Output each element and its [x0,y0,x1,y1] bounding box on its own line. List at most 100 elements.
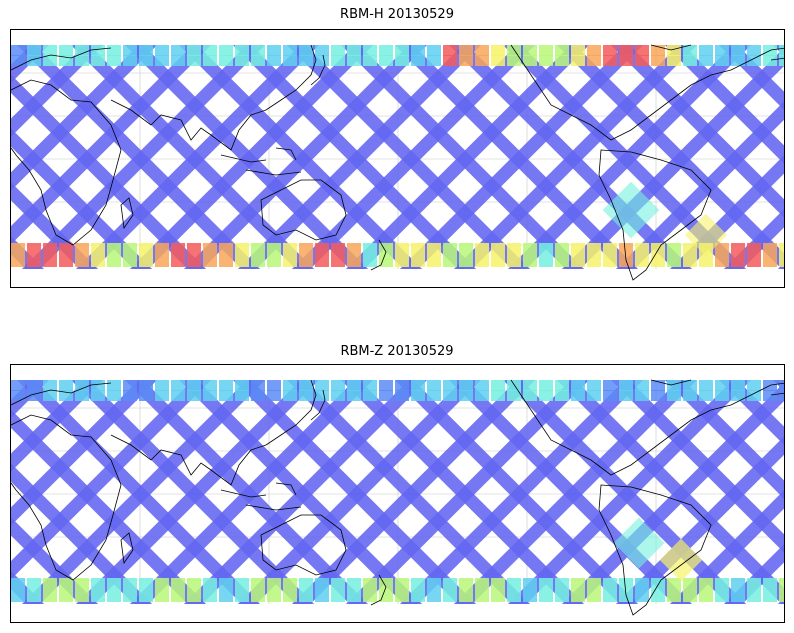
swath-cell-south [523,255,537,267]
swath-cell-north [619,45,633,56]
swath-cell-south [635,243,649,255]
swath-cell-north [59,45,73,56]
swath-cell-north [683,390,697,401]
swath-cell-north [299,390,313,401]
swath-cell-north [203,390,217,401]
swath-cell-north [427,380,441,391]
swath-cell-north [395,390,409,401]
swath-track [11,365,65,419]
swath-cell-north [251,380,265,391]
swath-cell-south [43,590,57,602]
swath-track [11,30,119,137]
swath-cell-north [123,55,137,66]
swath-cell-south [587,590,601,602]
swath-cell-south [699,578,713,590]
swath-cell-north [571,380,585,391]
swath-cell-north [27,55,41,66]
swath-cell-north [539,55,553,66]
swath-cell-south [571,243,585,255]
swath-cell-north [667,45,681,56]
swath-cell-south [747,578,761,590]
swath-cell-north [347,390,361,401]
swath-cell-south [667,590,681,602]
swath-cell-south [619,578,633,590]
swath-cell-south [683,590,697,602]
swath-cell-north [587,55,601,66]
swath-track [11,30,173,191]
swath-cell-south [779,590,784,602]
swath-cell-north [59,380,73,391]
swath-cell-north [603,380,617,391]
swath-cell-north [747,55,761,66]
swath-cell-south [123,255,137,267]
swath-cell-north [715,380,729,391]
swath-cell-north [651,390,665,401]
swath-cell-north [411,380,425,391]
swath-cell-north [331,45,345,56]
swath-cell-south [235,578,249,590]
coastline-path [265,379,317,446]
swath-cell-south [75,243,89,255]
swath-cell-north [587,390,601,401]
swath-cell-south [299,590,313,602]
swath-cell-south [331,578,345,590]
swath-cell-north [139,55,153,66]
coastline-path [650,379,692,386]
swath-cell-south [507,243,521,255]
swath-cell-south [763,255,777,267]
coastline-path [11,382,112,406]
high-latitude-bands [11,380,784,602]
swath-cell-north [475,380,489,391]
swath-cell-south [459,590,473,602]
swath-cell-north [427,55,441,66]
swath-cell-south [779,578,784,590]
swath-cell-south [523,578,537,590]
swath-cell-south [539,255,553,267]
swath-cell-south [347,590,361,602]
coastline-path [260,179,347,241]
swath-cell-south [267,255,281,267]
swath-cell-south [235,255,249,267]
swath-cell-south [155,578,169,590]
swath-cell-north [59,55,73,66]
swath-track [327,30,605,287]
swath-cell-north [779,390,784,401]
swath-cell-south [267,590,281,602]
swath-cell-north [283,380,297,391]
swath-cell-north [683,55,697,66]
swath-cell-north [491,55,505,66]
swath-cell-south [139,255,153,267]
coastline-path [110,99,267,151]
swath-cell-north [587,380,601,391]
swath-cell-south [763,243,777,255]
swath-track [11,365,119,472]
swath-cell-south [747,255,761,267]
swath-cell-south [139,578,153,590]
swath-cell-north [411,390,425,401]
swath-cell-north [779,45,784,56]
swath-cell-north [251,55,265,66]
swath-cell-north [107,390,121,401]
swath-cell-north [539,380,553,391]
swath-cell-north [459,45,473,56]
swath-cell-south [139,590,153,602]
swath-cell-north [155,390,169,401]
swath-cell-north [59,390,73,401]
swath-cell-north [107,55,121,66]
swath-cell-south [155,255,169,267]
swath-cell-north [75,55,89,66]
swath-cell-south [587,255,601,267]
swath-track [649,365,784,499]
swath-cell-south [59,243,73,255]
coastline-path [510,44,732,141]
swath-cell-south [427,243,441,255]
swath-cell-south [91,255,105,267]
swath-cell-south [107,243,121,255]
swath-cell-south [747,590,761,602]
swath-cell-south [299,243,313,255]
swath-cell-north [379,390,393,401]
swath-cell-south [331,590,345,602]
swath-cell-south [523,590,537,602]
swath-cell-north [235,45,249,56]
swath-cell-north [667,380,681,391]
